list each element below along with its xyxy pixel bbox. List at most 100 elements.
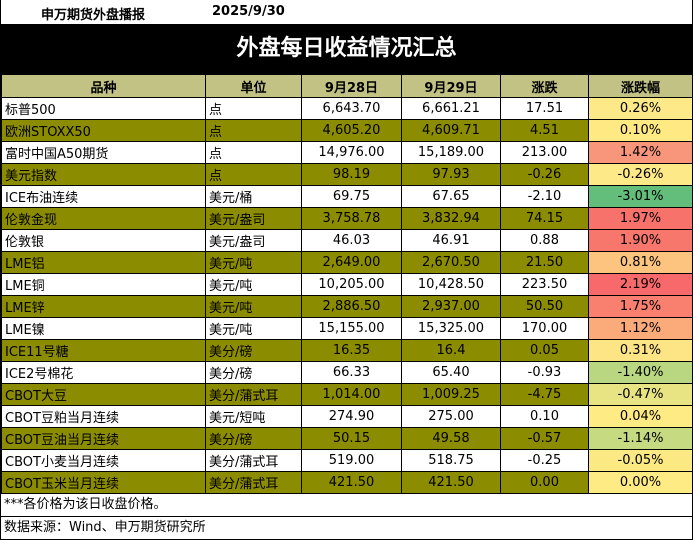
cell-name: 伦敦银 bbox=[1, 229, 206, 252]
cell-unit: 点 bbox=[205, 141, 302, 164]
cell-change: 0.05 bbox=[500, 339, 589, 362]
cell-change: -0.26 bbox=[500, 163, 589, 186]
table-body: 标普500 点 6,643.70 6,661.21 17.51 0.26% 欧洲STOXX5… bbox=[1, 97, 693, 494]
cell-day1: 16.35 bbox=[301, 339, 402, 362]
table-row: CBOT大豆 美分/蒲式耳 1,014.00 1,009.25 -4.75 -0.47% bbox=[1, 383, 693, 406]
cell-day2: 67.65 bbox=[401, 185, 501, 208]
cell-pct: 1.97% bbox=[588, 207, 693, 230]
table-row: CBOT玉米当月连续 美分/蒲式耳 421.50 421.50 0.00 0.00% bbox=[1, 471, 693, 494]
cell-unit: 点 bbox=[205, 119, 302, 142]
report-name: 申万期货外盘播报 bbox=[41, 8, 146, 23]
cell-day1: 3,758.78 bbox=[301, 207, 402, 230]
cell-day1: 14,976.00 bbox=[301, 141, 402, 164]
cell-day2: 3,832.94 bbox=[401, 207, 501, 230]
cell-change: 17.51 bbox=[500, 97, 589, 120]
footnote: ***各价格为该日收盘价格。 bbox=[1, 494, 692, 517]
cell-pct: 1.12% bbox=[588, 317, 693, 340]
table-row: LME铜 美元/吨 10,205.00 10,428.50 223.50 2.19% bbox=[1, 273, 693, 296]
table-row: 伦敦银 美元/盎司 46.03 46.91 0.88 1.90% bbox=[1, 229, 693, 252]
cell-unit: 美元/盎司 bbox=[205, 207, 302, 230]
cell-unit: 美分/磅 bbox=[205, 427, 302, 450]
cell-day2: 15,325.00 bbox=[401, 317, 501, 340]
cell-change: 213.00 bbox=[500, 141, 589, 164]
cell-name: CBOT小麦当月连续 bbox=[1, 449, 206, 472]
cell-name: 美元指数 bbox=[1, 163, 206, 186]
header-row: 品种 单位 9月28日 9月29日 涨跌 涨跌幅 bbox=[1, 74, 693, 98]
table-title: 外盘每日收益情况汇总 bbox=[1, 24, 692, 74]
cell-pct: -1.40% bbox=[588, 361, 693, 384]
cell-unit: 点 bbox=[205, 97, 302, 120]
cell-change: 0.10 bbox=[500, 405, 589, 428]
cell-day1: 46.03 bbox=[301, 229, 402, 252]
cell-name: ICE11号糖 bbox=[1, 339, 206, 362]
col-header-day1: 9月28日 bbox=[301, 74, 402, 98]
cell-name: CBOT豆油当月连续 bbox=[1, 427, 206, 450]
cell-day1: 50.15 bbox=[301, 427, 402, 450]
cell-day2: 518.75 bbox=[401, 449, 501, 472]
cell-name: CBOT大豆 bbox=[1, 383, 206, 406]
cell-pct: 2.19% bbox=[588, 273, 693, 296]
cell-pct: -1.14% bbox=[588, 427, 693, 450]
cell-day2: 421.50 bbox=[401, 471, 501, 494]
cell-change: 0.00 bbox=[500, 471, 589, 494]
cell-change: -0.57 bbox=[500, 427, 589, 450]
cell-day1: 98.19 bbox=[301, 163, 402, 186]
table-row: ICE2号棉花 美分/磅 66.33 65.40 -0.93 -1.40% bbox=[1, 361, 693, 384]
col-header-pct: 涨跌幅 bbox=[588, 74, 693, 98]
table-row: 富时中国A50期货点 14,976.00 15,189.00 213.00 1.42% bbox=[1, 141, 693, 164]
cell-name: 富时中国A50期货 bbox=[1, 141, 206, 164]
table-row: LME镍 美元/吨 15,155.00 15,325.00 170.00 1.12% bbox=[1, 317, 693, 340]
cell-day1: 10,205.00 bbox=[301, 273, 402, 296]
cell-change: -2.10 bbox=[500, 185, 589, 208]
cell-name: LME锌 bbox=[1, 295, 206, 318]
cell-unit: 美分/蒲式耳 bbox=[205, 471, 302, 494]
cell-unit: 美元/吨 bbox=[205, 295, 302, 318]
cell-day1: 15,155.00 bbox=[301, 317, 402, 340]
cell-name: LME镍 bbox=[1, 317, 206, 340]
cell-change: -4.75 bbox=[500, 383, 589, 406]
cell-day2: 49.58 bbox=[401, 427, 501, 450]
cell-name: 欧洲STOXX50 bbox=[1, 119, 206, 142]
table-row: ICE11号糖 美分/磅 16.35 16.4 0.05 0.31% bbox=[1, 339, 693, 362]
cell-change: 4.51 bbox=[500, 119, 589, 142]
cell-unit: 美分/磅 bbox=[205, 339, 302, 362]
cell-change: 74.15 bbox=[500, 207, 589, 230]
table-row: 标普500 点 6,643.70 6,661.21 17.51 0.26% bbox=[1, 97, 693, 120]
table-row: CBOT豆粕当月连续 美元/短吨 274.90 275.00 0.10 0.04% bbox=[1, 405, 693, 428]
cell-unit: 美分/蒲式耳 bbox=[205, 449, 302, 472]
cell-unit: 美元/桶 bbox=[205, 185, 302, 208]
cell-unit: 美元/吨 bbox=[205, 317, 302, 340]
cell-day1: 6,643.70 bbox=[301, 97, 402, 120]
cell-day2: 46.91 bbox=[401, 229, 501, 252]
col-header-day2: 9月29日 bbox=[401, 74, 501, 98]
cell-pct: 0.04% bbox=[588, 405, 693, 428]
cell-day1: 4,605.20 bbox=[301, 119, 402, 142]
cell-name: 标普500 bbox=[1, 97, 206, 120]
cell-day2: 97.93 bbox=[401, 163, 501, 186]
cell-day2: 4,609.71 bbox=[401, 119, 501, 142]
cell-change: -0.93 bbox=[500, 361, 589, 384]
cell-name: CBOT豆粕当月连续 bbox=[1, 405, 206, 428]
cell-day2: 275.00 bbox=[401, 405, 501, 428]
cell-pct: 0.00% bbox=[588, 471, 693, 494]
data-source: 数据来源：Wind、申万期货研究所 bbox=[1, 517, 692, 540]
cell-day2: 65.40 bbox=[401, 361, 501, 384]
cell-day1: 66.33 bbox=[301, 361, 402, 384]
cell-name: CBOT玉米当月连续 bbox=[1, 471, 206, 494]
cell-pct: -3.01% bbox=[588, 185, 693, 208]
cell-day2: 2,670.50 bbox=[401, 251, 501, 274]
cell-pct: 1.90% bbox=[588, 229, 693, 252]
cell-name: ICE2号棉花 bbox=[1, 361, 206, 384]
cell-pct: 0.26% bbox=[588, 97, 693, 120]
cell-day2: 1,009.25 bbox=[401, 383, 501, 406]
cell-name: ICE布油连续 bbox=[1, 185, 206, 208]
cell-pct: -0.26% bbox=[588, 163, 693, 186]
cell-day1: 274.90 bbox=[301, 405, 402, 428]
cell-name: 伦敦金现 bbox=[1, 207, 206, 230]
cell-change: 170.00 bbox=[500, 317, 589, 340]
cell-name: LME铜 bbox=[1, 273, 206, 296]
cell-day1: 421.50 bbox=[301, 471, 402, 494]
table-row: 伦敦金现 美元/盎司 3,758.78 3,832.94 74.15 1.97% bbox=[1, 207, 693, 230]
cell-unit: 美元/吨 bbox=[205, 251, 302, 274]
